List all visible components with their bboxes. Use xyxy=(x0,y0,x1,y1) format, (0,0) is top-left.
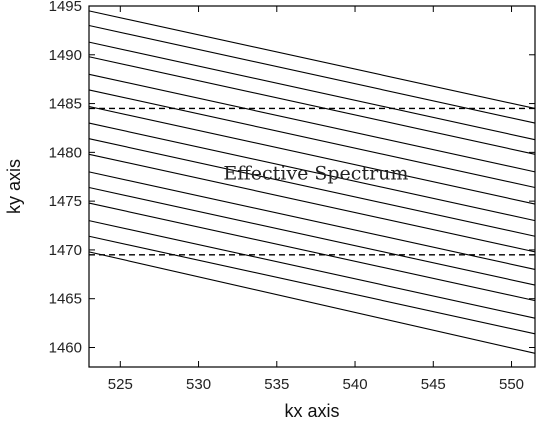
spectrum-line-15 xyxy=(88,251,536,354)
spectrum-line-0 xyxy=(88,10,536,109)
x-tick-label-545: 545 xyxy=(421,376,446,393)
spectrum-line-11 xyxy=(88,186,536,286)
y-tick-label-1460: 1460 xyxy=(49,339,82,356)
spectrum-line-10 xyxy=(88,171,536,270)
y-tick-label-1480: 1480 xyxy=(49,144,82,161)
spectrum-line-12 xyxy=(88,202,536,302)
spectrum-line-4 xyxy=(88,73,536,173)
ticks-layer xyxy=(89,5,535,367)
x-axis-label: kx axis xyxy=(284,401,339,421)
x-tick-label-550: 550 xyxy=(499,376,524,393)
series-layer xyxy=(88,10,536,354)
spectrum-line-14 xyxy=(88,235,536,335)
y-tick-label-1495: 1495 xyxy=(49,0,82,15)
x-tick-label-540: 540 xyxy=(343,376,368,393)
y-axis-label: ky axis xyxy=(4,159,24,214)
spectrum-line-8 xyxy=(88,138,536,237)
tick-labels-layer: 525 530 535 540 545 550 1460 1465 1470 1475 1480 14… xyxy=(49,0,524,393)
spectrum-line-7 xyxy=(88,122,536,222)
plot-frame xyxy=(88,5,536,368)
y-tick-label-1470: 1470 xyxy=(49,242,82,259)
x-tick-label-535: 535 xyxy=(264,376,289,393)
x-tick-label-530: 530 xyxy=(186,376,211,393)
y-tick-label-1490: 1490 xyxy=(49,47,82,64)
spectrum-line-9 xyxy=(88,153,536,253)
spectrum-line-2 xyxy=(88,41,536,141)
spectrum-line-1 xyxy=(88,24,536,124)
annotation-effective-spectrum: Effective Spectrum xyxy=(223,163,408,185)
spectrum-line-5 xyxy=(88,89,536,189)
y-tick-label-1465: 1465 xyxy=(49,291,82,308)
y-tick-label-1485: 1485 xyxy=(49,96,82,113)
spectrum-line-6 xyxy=(88,105,536,205)
spectrum-line-13 xyxy=(88,220,536,319)
x-tick-label-525: 525 xyxy=(108,376,133,393)
spectrum-line-3 xyxy=(88,56,536,155)
y-tick-label-1475: 1475 xyxy=(49,193,82,210)
